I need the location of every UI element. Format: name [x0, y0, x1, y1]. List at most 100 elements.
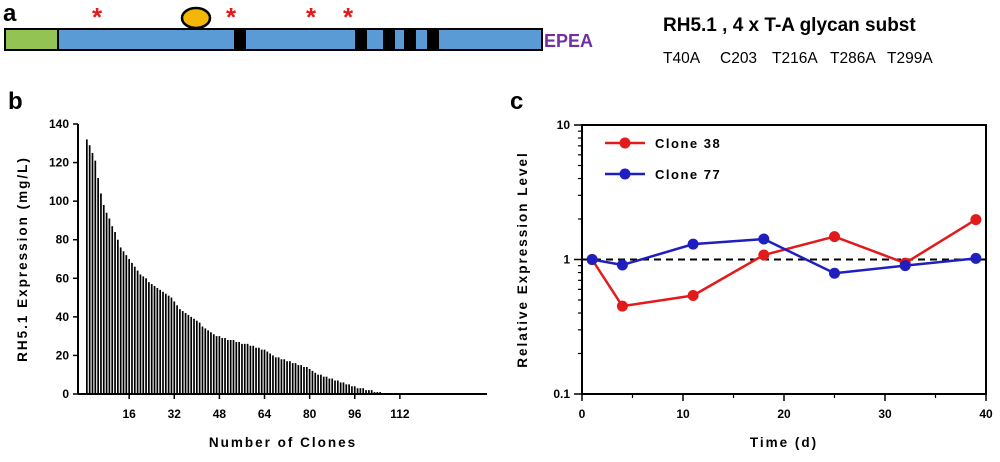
bar: [348, 384, 350, 394]
asterisk-marker: *: [306, 2, 317, 32]
x-tick-label: 48: [213, 407, 227, 421]
bar: [111, 226, 114, 394]
data-point: [687, 238, 699, 250]
bar: [108, 218, 111, 394]
y-tick-label: 80: [56, 233, 70, 247]
bar: [201, 326, 204, 394]
bar: [150, 284, 153, 394]
series-line: [591, 218, 977, 308]
bar-series: [86, 139, 381, 394]
data-point: [616, 259, 628, 271]
bar: [224, 338, 226, 394]
panel-b-letter: b: [8, 88, 23, 115]
bar: [263, 349, 266, 394]
bar: [286, 361, 288, 394]
y-tick-label: 140: [49, 117, 69, 131]
y-tick-label: 0.1: [553, 387, 570, 401]
y-axis-title: Relative Expression Level: [515, 151, 530, 368]
bar: [218, 336, 221, 394]
x-tick-label: 64: [258, 407, 272, 421]
construct-title: RH5.1 , 4 x T-A glycan subst: [663, 15, 916, 36]
asterisk-marker: *: [226, 2, 237, 32]
asterisk-marker: *: [343, 2, 354, 32]
asterisk-marker: *: [92, 2, 103, 32]
bar: [187, 314, 190, 394]
bar: [162, 291, 164, 394]
bar: [136, 270, 139, 394]
x-tick-label: 112: [390, 407, 410, 421]
data-point: [758, 233, 770, 245]
data-point: [758, 249, 770, 261]
y-tick-label: 10: [557, 118, 571, 132]
bar: [86, 139, 88, 394]
x-tick-label: 0: [579, 407, 586, 421]
bar: [345, 384, 348, 394]
bar: [320, 374, 322, 394]
signal-peptide-block: [4, 28, 59, 51]
x-axis-ticks: 0 10 20 30 40: [579, 394, 993, 421]
bar: [368, 390, 370, 394]
series-group: [586, 214, 982, 312]
bar: [238, 341, 240, 394]
y-axis-title: RH5.1 Expression (mg/L): [15, 156, 30, 362]
y-tick-label: 100: [49, 194, 69, 208]
bar: [342, 382, 345, 394]
y-axis-ticks: 0.1 1 10: [553, 118, 582, 401]
bar: [100, 193, 102, 394]
bar: [173, 301, 176, 394]
data-point: [829, 231, 840, 243]
bar: [170, 297, 173, 394]
legend-marker: [619, 168, 631, 180]
bar: [308, 368, 311, 394]
x-tick-label: 40: [979, 407, 993, 421]
epea-tag-label: EPEA: [544, 31, 593, 51]
y-tick-label: 40: [56, 310, 70, 324]
substitution-list: T40A C203 T216A T286A T299A: [663, 50, 933, 67]
x-axis-title: Number of Clones: [209, 435, 357, 450]
substitution-label: T286A: [830, 50, 876, 67]
bar: [105, 212, 108, 394]
bar: [274, 357, 277, 394]
bar: [317, 374, 319, 394]
bar: [159, 289, 162, 394]
bar: [339, 382, 342, 394]
bar: [249, 345, 252, 394]
bar: [303, 367, 305, 394]
bar: [241, 343, 243, 394]
y-tick-label: 120: [49, 156, 69, 170]
bar: [272, 355, 274, 394]
substitution-label: T216A: [772, 50, 818, 67]
x-tick-label: 32: [168, 407, 182, 421]
bar: [145, 278, 147, 394]
substitution-label: C203: [720, 50, 757, 67]
bar: [359, 388, 362, 394]
bar: [322, 376, 325, 394]
bar: [133, 266, 136, 394]
bar: [91, 152, 94, 394]
bar: [215, 336, 218, 394]
glycan-site-mark: [427, 29, 439, 50]
bar: [131, 262, 133, 394]
bar: [328, 378, 331, 394]
data-point: [687, 289, 699, 301]
x-axis-ticks: 16 32 48 64 80 96 112: [122, 394, 410, 421]
bar: [311, 370, 314, 394]
data-point: [899, 260, 911, 272]
bar: [181, 311, 184, 394]
bar: [179, 309, 181, 394]
x-tick-label: 16: [122, 407, 136, 421]
bar: [232, 340, 235, 394]
bar: [212, 334, 215, 394]
bar: [167, 295, 170, 394]
bar: [283, 359, 286, 394]
cysteine-oval-marker: [180, 6, 212, 30]
bar: [88, 145, 91, 394]
bar: [114, 232, 116, 394]
bar: [164, 293, 167, 394]
substitution-label: T40A: [663, 50, 701, 67]
glycan-site-mark: [404, 29, 416, 50]
bar: [139, 274, 142, 394]
bar: [305, 367, 308, 394]
bar: [207, 330, 209, 394]
